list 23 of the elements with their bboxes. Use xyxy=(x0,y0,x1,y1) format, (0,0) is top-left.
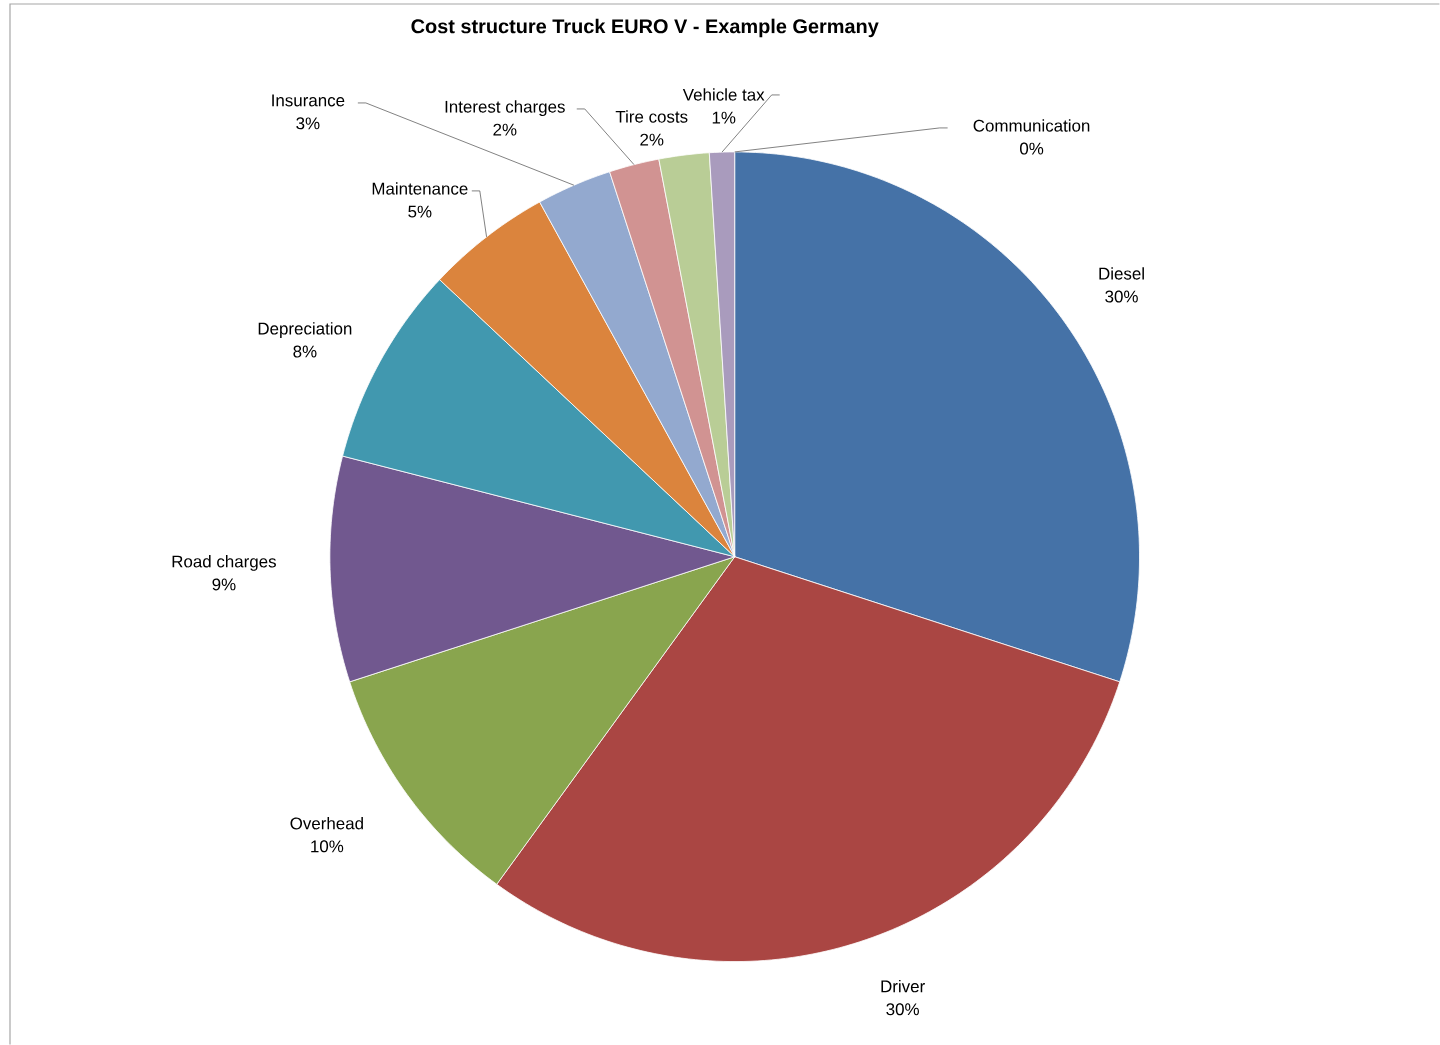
slice-label: Depreciation xyxy=(258,322,352,338)
slice-label: Interest charges xyxy=(445,100,565,116)
slice-label: Tire costs xyxy=(615,110,688,123)
data-label: 30% xyxy=(886,1003,919,1016)
text: 0% xyxy=(1020,142,1044,155)
data-label: 5% xyxy=(408,205,432,218)
data-label: 30% xyxy=(1105,290,1138,303)
category-label: Communication xyxy=(973,119,1090,132)
slice-label: Insurance xyxy=(272,94,345,107)
chart-title: Cost structure Truck EURO V - Example Germany xyxy=(411,18,879,38)
slice-label: Maintenance xyxy=(372,182,468,195)
data-label: 10% xyxy=(311,840,344,853)
slice-label: Overhead xyxy=(290,816,363,830)
data-label: 8% xyxy=(293,345,317,358)
slice-label: Road charges xyxy=(172,555,276,571)
data-label: 3% xyxy=(296,117,320,130)
data-label: 1% xyxy=(712,111,736,124)
data-label: 9% xyxy=(212,578,236,591)
slice-label: Diesel xyxy=(1099,267,1144,280)
slice-label: Vehicle tax xyxy=(682,88,765,101)
data-label: 2% xyxy=(640,133,664,146)
slice-label: Driver xyxy=(881,979,925,993)
data-label: 2% xyxy=(493,123,517,136)
